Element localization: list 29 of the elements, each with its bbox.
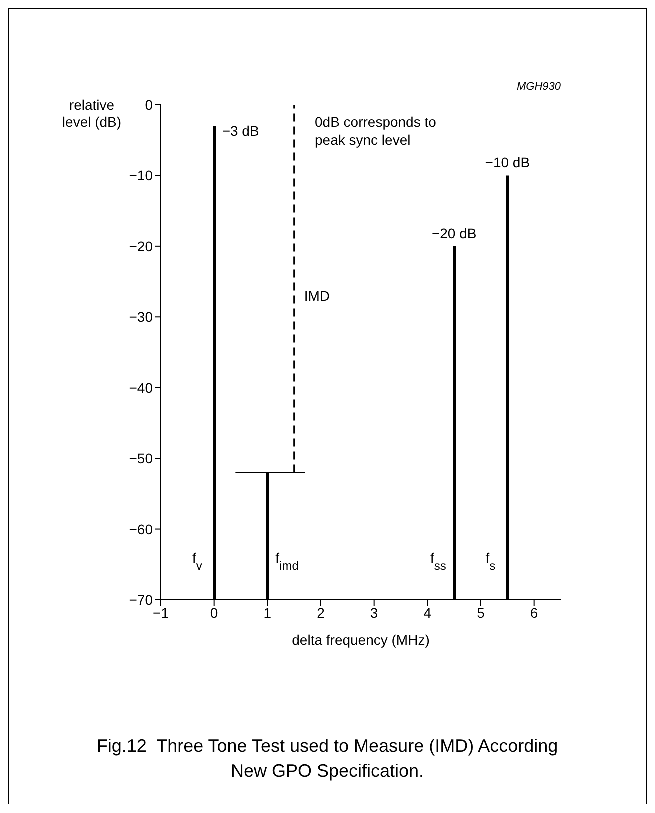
y-tick-label: −30 (129, 309, 154, 326)
y-tick-label: −70 (129, 592, 154, 608)
x-tick-label: 4 (424, 604, 432, 621)
x-tick-label: 5 (477, 604, 486, 621)
y-axis-title: relative level (dB) (61, 97, 123, 131)
x-tick-label: 3 (370, 604, 378, 621)
annotation: 0dB corresponds to peak sync level (315, 113, 438, 149)
x-tick-label: 2 (317, 604, 326, 621)
annotation: IMD (304, 288, 330, 304)
annotation: −3 dB (222, 123, 260, 140)
x-tick-label: 0 (210, 604, 218, 621)
y-tick-label: 0 (145, 96, 154, 113)
x-tick-label: 6 (530, 604, 538, 621)
annotation: f$_{imd}$ (276, 550, 299, 573)
y-tick-label: −40 (129, 380, 154, 396)
text: Fig.12 Three Tone Test used to Measure (IMD) According New GPO Specification. (96, 735, 560, 783)
x-tick-label: 1 (264, 604, 272, 621)
y-tick-label: −20 (129, 238, 154, 254)
annotation: f$_{ss}$ (430, 550, 446, 573)
annotation: f$_{v}$ (192, 550, 202, 573)
annotation: f$_{s}$ (486, 550, 496, 573)
y-tick-label: −60 (129, 521, 154, 538)
y-tick-label: −50 (129, 450, 154, 467)
x-tick-label: −1 (153, 604, 170, 621)
annotation: −20 dB (432, 225, 477, 242)
x-axis-title: delta frequency (MHz) (292, 632, 430, 648)
text: MGH930 (516, 81, 561, 93)
annotation: −10 dB (485, 154, 530, 171)
y-tick-label: −10 (129, 168, 154, 184)
